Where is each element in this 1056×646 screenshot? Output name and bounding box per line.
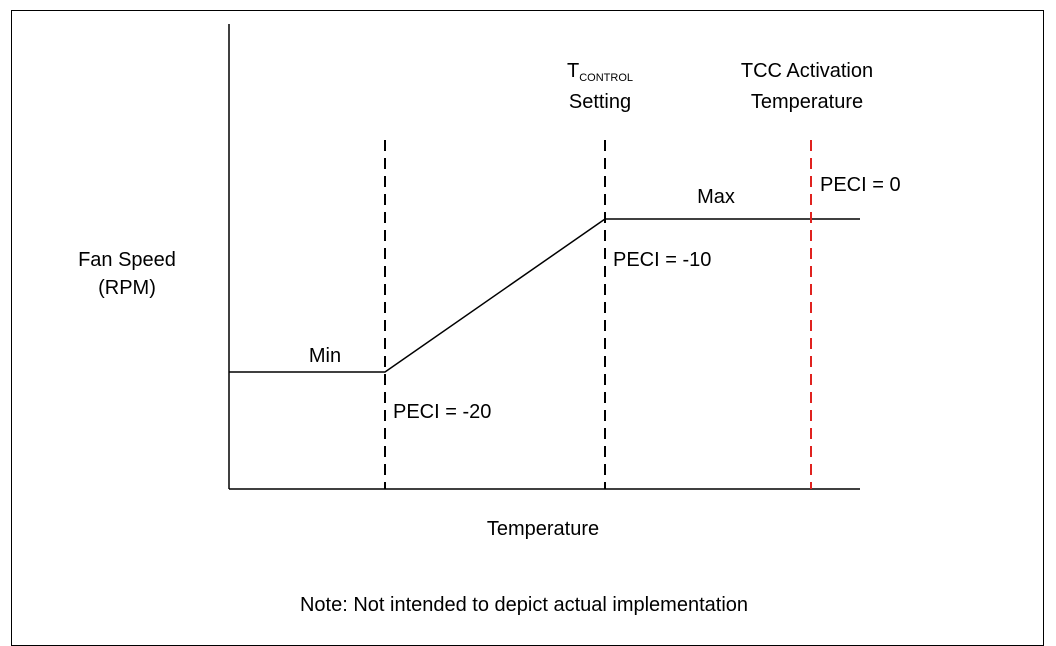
note-text: Note: Not intended to depict actual impl…	[300, 594, 748, 616]
max-level-label: Max	[697, 186, 735, 208]
tcontrol-label: TCONTROL	[567, 60, 633, 84]
fan-speed-curve	[229, 218, 860, 373]
tcc-activation-label: TCC Activation	[741, 60, 873, 82]
peci-minus20-label: PECI = -20	[393, 401, 491, 423]
peci-zero-label: PECI = 0	[820, 174, 901, 196]
x-axis-label: Temperature	[487, 518, 599, 540]
tcontrol-subscript: CONTROL	[579, 72, 633, 84]
tcc-temperature-label: Temperature	[751, 91, 863, 113]
peci-minus10-label: PECI = -10	[613, 249, 711, 271]
y-axis-label-rpm: (RPM)	[98, 277, 156, 299]
min-level-label: Min	[309, 345, 341, 367]
tcontrol-setting-label: Setting	[569, 91, 631, 113]
tcontrol-main: T	[567, 60, 579, 82]
y-axis-label-fan-speed: Fan Speed	[78, 249, 176, 271]
